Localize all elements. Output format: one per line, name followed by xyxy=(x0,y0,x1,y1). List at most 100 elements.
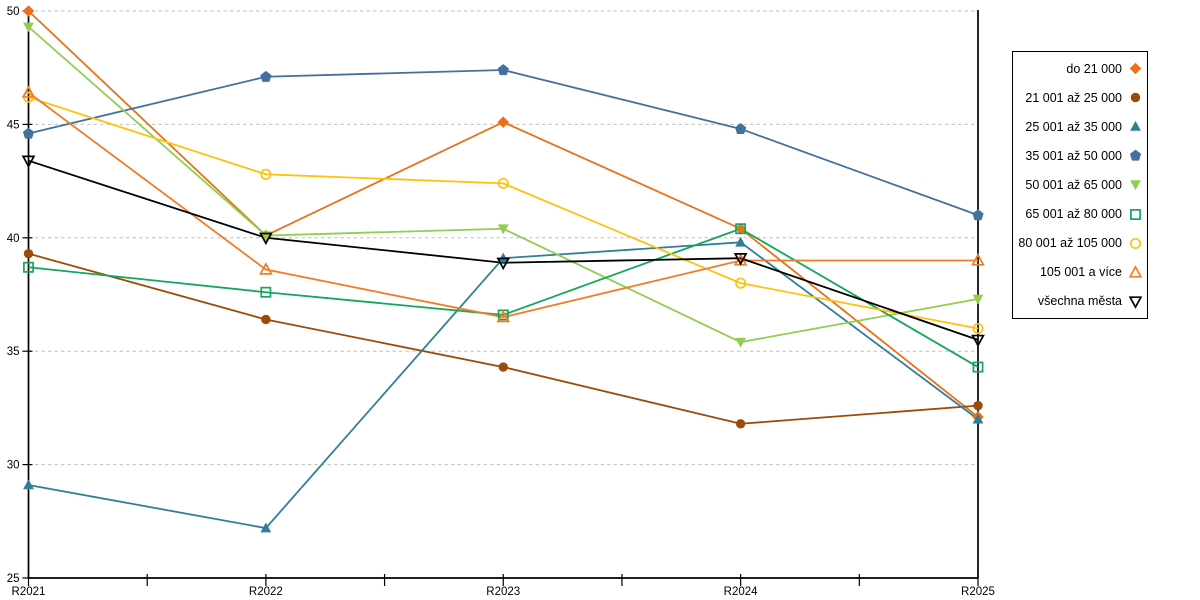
series-line-6 xyxy=(28,227,979,368)
legend-marker-triangle-up-icon xyxy=(1130,121,1141,132)
triangle-down-marker-icon xyxy=(497,224,509,235)
legend-item: 35 001 až 50 000 xyxy=(1015,142,1143,170)
y-axis-tick-label: 25 xyxy=(7,573,20,585)
legend-marker-diamond-icon xyxy=(1129,62,1142,75)
triangle-up-marker-icon xyxy=(1130,121,1141,132)
triangle-up-marker-icon xyxy=(259,262,273,275)
x-axis-tick-label: R2022 xyxy=(249,586,283,598)
diamond-marker-icon xyxy=(1129,62,1142,75)
triangle-down-marker-icon xyxy=(496,257,511,271)
series-markers-7 xyxy=(22,91,984,335)
triangle-down-marker-icon xyxy=(733,253,748,266)
x-axis-tick-label: R2025 xyxy=(961,586,995,598)
pentagon-marker-icon xyxy=(735,123,747,135)
legend-item: 105 001 a více xyxy=(1015,258,1143,286)
legend-item-label: 105 001 a více xyxy=(1039,265,1122,280)
legend-marker-circle-icon xyxy=(1130,92,1141,103)
legend-item: 50 001 až 65 000 xyxy=(1015,171,1143,199)
triangle-up-marker-icon xyxy=(260,522,272,533)
legend-marker-triangle-down-icon xyxy=(1128,296,1143,309)
series-markers-3 xyxy=(23,236,984,533)
triangle-up-marker-icon xyxy=(971,253,985,266)
triangle-down-marker-icon xyxy=(1128,296,1143,309)
triangle-down-marker-icon xyxy=(1130,180,1141,191)
y-axis-tick-label: 40 xyxy=(7,233,20,245)
legend-item-label: 25 001 až 35 000 xyxy=(1025,119,1122,134)
series-line-3 xyxy=(28,241,979,530)
series-markers-5 xyxy=(23,22,984,348)
pentagon-marker-icon xyxy=(260,70,272,82)
circle-marker-icon xyxy=(261,314,271,325)
legend-item: 21 001 až 25 000 xyxy=(1015,84,1143,112)
triangle-down-marker-icon xyxy=(259,232,273,246)
triangle-down-marker-icon xyxy=(735,337,747,348)
circle-marker-icon xyxy=(260,168,272,180)
legend-item-label: 21 001 až 25 000 xyxy=(1025,90,1122,105)
pentagon-marker-icon xyxy=(1129,149,1142,161)
legend-item: všechna města xyxy=(1015,287,1143,315)
circle-marker-icon xyxy=(23,248,34,259)
x-axis-tick-label: R2024 xyxy=(724,586,758,598)
series-line-2 xyxy=(28,252,979,425)
legend-item-label: 50 001 až 65 000 xyxy=(1025,177,1122,192)
triangle-up-marker-icon xyxy=(21,85,36,98)
legend-marker-triangle-down-icon xyxy=(1130,180,1141,191)
series-line-8 xyxy=(27,91,978,319)
legend-item: 80 001 až 105 000 xyxy=(1015,229,1143,257)
pentagon-marker-icon xyxy=(22,127,35,139)
diamond-marker-icon xyxy=(22,5,35,17)
legend-item: 65 001 až 80 000 xyxy=(1015,200,1143,228)
circle-marker-icon xyxy=(973,400,983,411)
square-marker-icon xyxy=(1130,208,1141,220)
legend-marker-triangle-up-icon xyxy=(1128,264,1143,278)
legend-item: do 21 000 xyxy=(1015,55,1143,83)
circle-marker-icon xyxy=(1130,92,1141,103)
triangle-down-marker-icon xyxy=(972,294,984,305)
legend-marker-circle-icon xyxy=(1129,237,1142,249)
triangle-up-marker-icon xyxy=(497,252,509,263)
y-axis-tick-label: 45 xyxy=(7,119,20,131)
legend-item-label: 80 001 až 105 000 xyxy=(1018,236,1122,251)
legend-marker-pentagon-icon xyxy=(1129,149,1142,161)
x-axis-tick-label: R2021 xyxy=(12,586,46,598)
diamond-marker-icon xyxy=(734,222,747,235)
triangle-down-marker-icon xyxy=(21,155,36,169)
legend-item: 25 001 až 35 000 xyxy=(1015,113,1143,141)
triangle-up-marker-icon xyxy=(496,309,511,323)
series-line-7 xyxy=(28,96,979,330)
y-axis-tick-label: 30 xyxy=(7,460,20,472)
circle-marker-icon xyxy=(1129,237,1142,249)
series-markers-4 xyxy=(22,64,984,221)
triangle-up-marker-icon xyxy=(972,413,984,424)
circle-marker-icon xyxy=(735,277,747,289)
legend-item-label: všechna města xyxy=(1037,294,1122,309)
y-axis-tick-label: 35 xyxy=(7,346,20,358)
triangle-up-marker-icon xyxy=(735,236,747,247)
x-axis-tick-label: R2023 xyxy=(486,586,520,598)
legend-item-label: 65 001 až 80 000 xyxy=(1025,207,1122,222)
square-marker-icon xyxy=(972,361,984,373)
triangle-up-marker-icon xyxy=(1128,264,1143,278)
legend-marker-square-icon xyxy=(1130,208,1141,220)
y-axis-tick-label: 50 xyxy=(7,6,20,18)
square-marker-icon xyxy=(23,261,34,273)
circle-marker-icon xyxy=(497,177,509,189)
legend-item-label: 35 001 až 50 000 xyxy=(1025,148,1122,163)
triangle-up-marker-icon xyxy=(23,479,34,490)
circle-marker-icon xyxy=(735,419,746,429)
triangle-down-marker-icon xyxy=(23,22,34,33)
chart-legend: do 21 000 21 001 až 25 000 25 001 až 35 00… xyxy=(1012,51,1148,319)
square-marker-icon xyxy=(735,223,747,235)
series-markers-6 xyxy=(23,223,984,373)
triangle-down-marker-icon xyxy=(971,334,985,348)
diamond-marker-icon xyxy=(497,116,510,128)
circle-marker-icon xyxy=(972,322,984,335)
legend-item-label: do 21 000 xyxy=(1066,61,1122,76)
pentagon-marker-icon xyxy=(972,209,984,221)
circle-marker-icon xyxy=(498,362,508,372)
pentagon-marker-icon xyxy=(497,64,509,76)
series-markers-2 xyxy=(23,248,983,429)
series-line-9 xyxy=(28,159,979,341)
